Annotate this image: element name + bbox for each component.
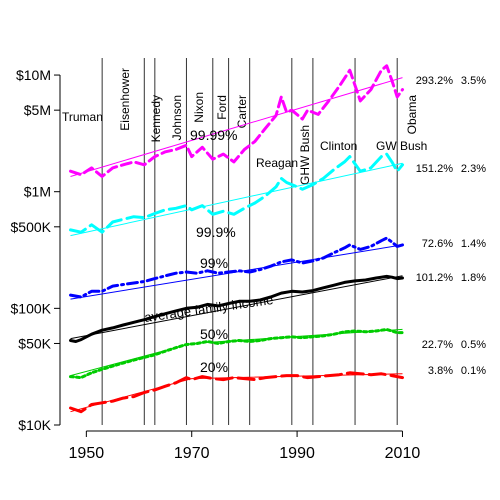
- data-line-50: [69, 327, 404, 380]
- trend-line-average-family-income: [70, 275, 403, 340]
- change-total-99-9: 151.2%: [416, 163, 454, 175]
- series-99: [69, 236, 404, 300]
- y-tick-label: $500K: [11, 219, 52, 235]
- series-99-99: [69, 64, 404, 178]
- change-annual-50: 0.5%: [461, 339, 486, 351]
- president-label-reagan: Reagan: [256, 156, 298, 170]
- change-total-99: 72.6%: [422, 238, 453, 250]
- president-label-nixon: Nixon: [192, 92, 206, 123]
- y-tick-label: $10M: [16, 67, 51, 83]
- change-annual-20: 0.1%: [461, 365, 486, 377]
- series-20: [69, 371, 404, 414]
- change-annual-99-99: 3.5%: [461, 75, 486, 87]
- series-label-99: 99%: [200, 255, 228, 271]
- series-label-50: 50%: [200, 326, 228, 342]
- trend-line-99-99: [70, 77, 403, 177]
- series-layer: [69, 64, 404, 414]
- x-tick-label: 1950: [69, 445, 105, 462]
- president-label-obama: Obama: [405, 95, 419, 135]
- president-lines: Truman Eisenhower Kennedy Johnson Nixon Ford C…: [62, 58, 427, 425]
- y-axis: $10K $50K $100K $500K $1M $5M $10M: [11, 67, 61, 433]
- x-axis: 1950 1970 1990 2010: [69, 430, 421, 462]
- president-label-carter: Carter: [235, 95, 249, 128]
- change-total-average-family-income: 101.2%: [416, 272, 454, 284]
- y-tick-label: $1M: [24, 184, 51, 200]
- trend-line-20: [70, 373, 403, 413]
- change-annual-average-family-income: 1.8%: [461, 272, 486, 284]
- series-99-9: [69, 152, 404, 237]
- y-tick-label: $50K: [18, 335, 51, 351]
- data-line-20: [69, 371, 404, 414]
- president-label-kennedy: Kennedy: [149, 95, 163, 142]
- y-tick-label: $100K: [11, 300, 52, 316]
- data-line-99: [69, 236, 404, 299]
- change-annual-99-9: 2.3%: [461, 163, 486, 175]
- series-average-family-income: [69, 274, 404, 343]
- series-label-average-family-income: average family income: [143, 292, 274, 325]
- change-annual-99: 1.4%: [461, 238, 486, 250]
- change-total-99-99: 293.2%: [416, 75, 454, 87]
- president-label-ghw-bush: GHW Bush: [298, 125, 312, 185]
- x-tick-label: 2010: [385, 445, 421, 462]
- change-total-20: 3.8%: [428, 365, 453, 377]
- president-label-clinton: Clinton: [320, 139, 357, 153]
- x-tick-label: 1990: [279, 445, 315, 462]
- trend-line-99-9: [70, 162, 403, 237]
- change-total-50: 22.7%: [422, 339, 453, 351]
- president-label-truman: Truman: [62, 110, 103, 124]
- series-label-99-9: 99.9%: [196, 224, 236, 240]
- y-tick-label: $5M: [24, 102, 51, 118]
- president-label-gw-bush: GW Bush: [376, 139, 427, 153]
- president-label-ford: Ford: [215, 95, 229, 120]
- y-tick-label: $10K: [18, 417, 51, 433]
- series-label-20: 20%: [200, 359, 228, 375]
- series-50: [69, 327, 404, 380]
- x-tick-label: 1970: [174, 445, 210, 462]
- trend-line-50: [70, 328, 403, 377]
- president-label-johnson: Johnson: [170, 95, 184, 140]
- series-label-99-99: 99.99%: [190, 127, 237, 143]
- president-label-eisenhower: Eisenhower: [118, 68, 132, 131]
